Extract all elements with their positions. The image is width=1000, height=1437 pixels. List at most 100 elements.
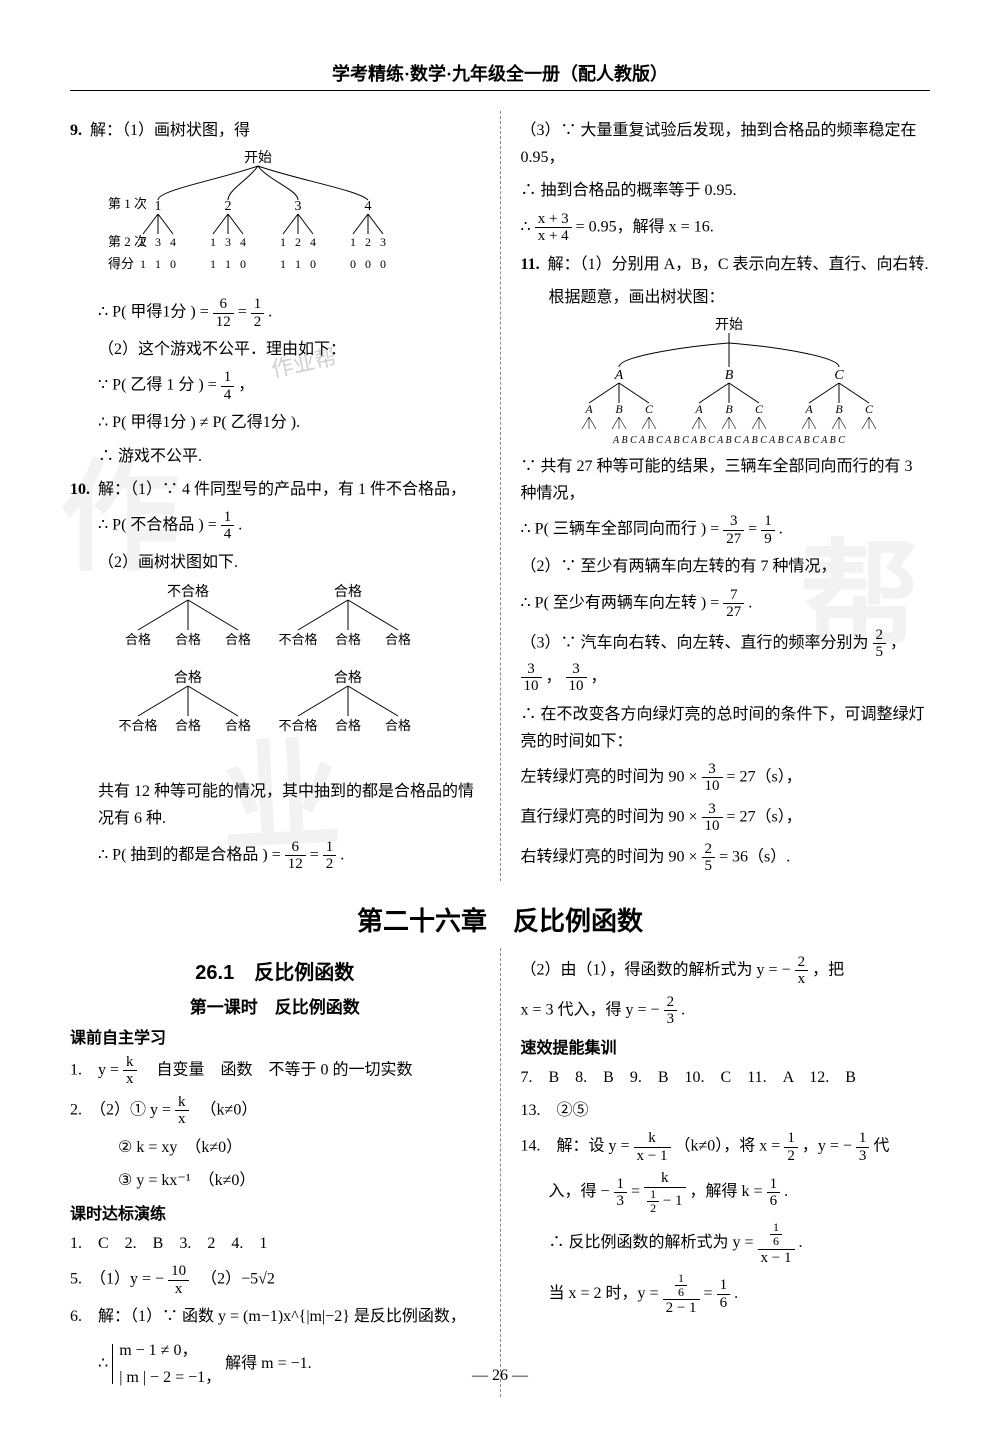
text: . <box>799 1234 803 1251</box>
svg-text:A B C A B C A B C A B C A B C: A B C A B C A B C A B C A B C A B C A B … <box>612 435 845 446</box>
text: x = 3 代入，得 y = − <box>521 1002 664 1019</box>
right-column: （3）∵ 大量重复试验后发现，抽到合格品的频率稳定在 0.95， ∴ 抽到合格品… <box>521 111 931 881</box>
br-ans3: 13. ②⑤ <box>521 1097 931 1124</box>
svg-text:0: 0 <box>350 257 356 271</box>
q11-3a: （3）∵ 汽车向右转、向左转、直行的频率分别为 25 ， 310 ， 310 ， <box>521 627 931 695</box>
br-q14i: ∴ 反比例函数的解析式为 y = 16 x − 1 . <box>521 1221 931 1266</box>
bl-q1: 1. y = kx 自变量 函数 不等于 0 的一切实数 <box>70 1054 480 1088</box>
text: 直行绿灯亮的时间为 90 × <box>521 809 702 826</box>
text: 自变量 函数 不等于 0 的一切实数 <box>141 1062 413 1079</box>
text: = 36（s）. <box>719 849 790 866</box>
bl-ans1: 1. C 2. B 3. 2 4. 1 <box>70 1230 480 1257</box>
svg-text:4: 4 <box>365 199 372 214</box>
text: 14. 解：设 y = <box>521 1138 634 1155</box>
svg-text:0: 0 <box>310 257 316 271</box>
q10-p2: ∴ P( 抽到的都是合格品 ) = 612 = 12 . <box>70 839 480 873</box>
text: m − 1 ≠ 0， <box>119 1337 221 1364</box>
left-column: 9. 解：（1）画树状图，得 开始 第 1 次 1 2 3 4 <box>70 111 480 881</box>
svg-text:合格: 合格 <box>385 718 411 733</box>
q9-intro: 解：（1）画树状图，得 <box>90 122 250 139</box>
text: . <box>748 594 752 611</box>
text: ， <box>591 668 607 685</box>
fraction: 14 <box>221 509 235 543</box>
text: = <box>238 304 251 321</box>
svg-text:得分: 得分 <box>108 256 134 271</box>
text: 当 x = 2 时，y = <box>549 1285 663 1302</box>
fraction: kx <box>175 1094 189 1128</box>
svg-text:1: 1 <box>280 257 286 271</box>
svg-text:B: B <box>615 402 623 416</box>
svg-text:合格: 合格 <box>335 632 361 647</box>
svg-text:2: 2 <box>295 235 301 249</box>
fraction: 310 <box>566 661 587 695</box>
svg-text:A: A <box>613 368 623 383</box>
text: = 27（s）， <box>727 809 802 826</box>
fraction: 612 <box>213 296 234 330</box>
text: . <box>779 521 783 538</box>
text: 解：（1）分别用 A，B，C 表示向左转、直行、向右转. <box>548 256 929 273</box>
text: ， <box>238 377 254 394</box>
q11: 11. 解：（1）分别用 A，B，C 表示向左转、直行、向右转. <box>521 251 931 278</box>
fraction: 310 <box>521 661 542 695</box>
bl-q6a: 6. 解：（1）∵ 函数 y = (m−1)x^{|m|−2} 是反比例函数， <box>70 1303 480 1330</box>
svg-text:不合格: 不合格 <box>167 584 209 600</box>
br-q14k: 当 x = 2 时，y = 16 2 − 1 = 16 . <box>521 1272 931 1317</box>
svg-text:C: C <box>754 402 763 416</box>
pre-study-label: 课前自主学习 <box>70 1024 480 1048</box>
fraction: 16 <box>767 1176 781 1210</box>
svg-text:0: 0 <box>380 257 386 271</box>
text: . <box>734 1285 738 1302</box>
svg-text:C: C <box>864 402 873 416</box>
text: ∴ 反比例函数的解析式为 y = <box>549 1234 758 1251</box>
fraction: 12 <box>784 1130 798 1164</box>
svg-text:A: A <box>584 402 593 416</box>
q10-3a: （3）∵ 大量重复试验后发现，抽到合格品的频率稳定在 0.95， <box>521 117 931 171</box>
q11-2a: （2）∵ 至少有两辆车向左转的有 7 种情况， <box>521 553 931 580</box>
bl-q2d: ③ y = kx⁻¹ （k≠0） <box>70 1167 480 1194</box>
svg-text:0: 0 <box>240 257 246 271</box>
q11-tree: 开始 A B C A B C A B C <box>549 317 931 447</box>
svg-text:不合格: 不合格 <box>118 718 157 733</box>
text: . <box>268 304 272 321</box>
q10-2a: （2）画树状图如下. <box>70 549 480 576</box>
svg-text:开始: 开始 <box>715 317 743 333</box>
svg-text:1: 1 <box>210 235 216 249</box>
bottom-right-column: （2）由（1），得函数的解析式为 y = − 2x ，把 x = 3 代入，得 … <box>521 948 931 1397</box>
br-q14a: 14. 解：设 y = kx − 1 （k≠0），将 x = 12 ，y = −… <box>521 1130 931 1164</box>
compound-fraction: 16 2 − 1 <box>663 1272 700 1317</box>
svg-text:合格: 合格 <box>175 718 201 733</box>
text: = <box>748 521 761 538</box>
subsection-title: 第一课时 反比例函数 <box>70 993 480 1018</box>
text: 入，得 − <box>549 1183 614 1200</box>
svg-text:1: 1 <box>155 257 161 271</box>
page-number: — 26 — <box>0 1367 1000 1385</box>
compound-fraction: k 12 − 1 <box>644 1170 685 1215</box>
text: 1. y = <box>70 1062 123 1079</box>
fraction: 2x <box>795 954 809 988</box>
q9: 9. 解：（1）画树状图，得 <box>70 117 480 144</box>
q10-3b: ∴ 抽到合格品的概率等于 0.95. <box>521 177 931 204</box>
svg-text:3: 3 <box>155 235 161 249</box>
text: . <box>340 846 344 863</box>
svg-text:1: 1 <box>155 199 162 214</box>
br-q6-2c: x = 3 代入，得 y = − 23 . <box>521 994 931 1028</box>
text: ∴ P( 至少有两辆车向左转 ) = <box>521 594 724 611</box>
fraction: kx <box>123 1054 137 1088</box>
q9-2d: ∴ 游戏不公平. <box>70 443 480 470</box>
svg-text:0: 0 <box>170 257 176 271</box>
svg-text:B: B <box>835 402 843 416</box>
fraction: 727 <box>723 587 744 621</box>
text: 5. （1）y = − <box>70 1271 164 1288</box>
text: . <box>681 1002 685 1019</box>
svg-text:第 1 次: 第 1 次 <box>108 196 147 211</box>
fraction: 13 <box>856 1130 870 1164</box>
svg-text:4: 4 <box>310 235 316 249</box>
q10: 10. 解：（1）∵ 4 件同型号的产品中，有 1 件不合格品， <box>70 476 480 503</box>
bottom-left-column: 26.1 反比例函数 第一课时 反比例函数 课前自主学习 1. y = kx 自… <box>70 948 480 1397</box>
q11-g3: 右转绿灯亮的时间为 90 × 25 = 36（s）. <box>521 841 931 875</box>
svg-text:2: 2 <box>225 199 232 214</box>
column-divider <box>500 948 501 1397</box>
q10-sum: 共有 12 种等可能的情况，其中抽到的都是合格品的情况有 6 种. <box>70 778 480 832</box>
q11-p1: ∴ P( 三辆车全部同向而行 ) = 327 = 19 . <box>521 513 931 547</box>
q11-g2: 直行绿灯亮的时间为 90 × 310 = 27（s）， <box>521 801 931 835</box>
